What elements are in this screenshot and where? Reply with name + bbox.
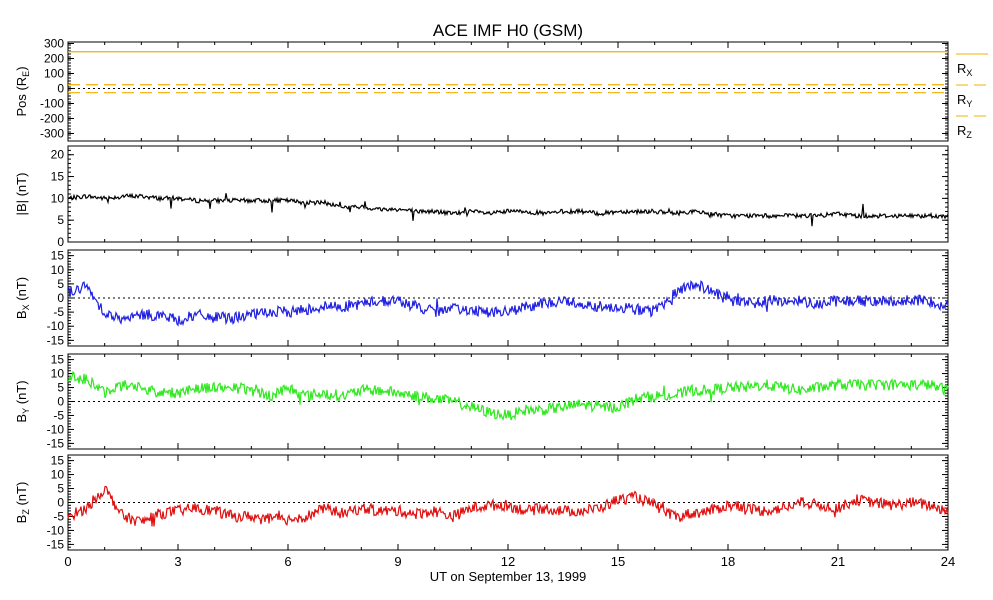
y-tick-label: 300	[44, 37, 64, 51]
y-tick-label: 5	[57, 277, 64, 291]
panel-bmag: 20 15 10 5 0 |B| (nT)	[14, 145, 949, 249]
legend-label: RY	[957, 92, 972, 109]
y-tick-label: 5	[57, 381, 64, 395]
y-tick-label: 100	[44, 67, 64, 81]
y-tick-label: 20	[51, 148, 65, 162]
x-tick-label: 12	[501, 554, 515, 569]
y-tick-label: 15	[51, 170, 65, 184]
y-tick-label: -5	[53, 305, 64, 319]
y-tick-label: 0	[57, 291, 64, 305]
y-axis-label: BY (nT)	[14, 380, 31, 422]
y-tick-label: -10	[47, 319, 65, 333]
y-tick-label: 0	[57, 235, 64, 249]
y-tick-label: 0	[57, 82, 64, 96]
y-axis-label: BZ (nT)	[14, 482, 31, 524]
legend-label: RX	[957, 61, 972, 78]
y-tick-label: 15	[51, 353, 65, 367]
y-tick-label: -10	[47, 422, 65, 436]
series-bx-line	[67, 280, 949, 327]
y-tick-label: 10	[51, 191, 65, 205]
y-tick-label: -15	[47, 436, 65, 450]
y-tick-label: -5	[53, 408, 64, 422]
x-tick-label: 9	[394, 554, 401, 569]
series-by-line	[67, 370, 949, 422]
x-tick-label: 18	[721, 554, 735, 569]
x-tick-label: 21	[831, 554, 845, 569]
x-tick-label: 6	[284, 554, 291, 569]
y-tick-label: 200	[44, 52, 64, 66]
y-tick-label: -15	[47, 333, 65, 347]
panel-frame	[67, 41, 949, 142]
y-tick-label: 15	[51, 454, 65, 468]
x-tick-label: 15	[611, 554, 625, 569]
y-axis-label: Pos (RE)	[14, 66, 31, 116]
panel-frame	[67, 145, 949, 243]
y-tick-label: 10	[51, 367, 65, 381]
y-tick-label: -200	[40, 112, 64, 126]
series-bz-line	[67, 485, 949, 527]
y-tick-label: 5	[57, 213, 64, 227]
y-tick-label: 15	[51, 249, 65, 263]
y-tick-label: 0	[57, 496, 64, 510]
legend-label: RZ	[957, 123, 972, 140]
y-tick-label: -5	[53, 509, 64, 523]
y-tick-label: -15	[47, 537, 65, 551]
x-axis-label: UT on September 13, 1999	[430, 569, 587, 584]
y-axis-label: |B| (nT)	[14, 173, 29, 216]
y-tick-label: -100	[40, 97, 64, 111]
y-tick-label: 5	[57, 482, 64, 496]
y-tick-label: 0	[57, 395, 64, 409]
y-tick-label: 10	[51, 468, 65, 482]
y-tick-label: 10	[51, 263, 65, 277]
y-tick-label: -300	[40, 127, 64, 141]
x-tick-label: 3	[174, 554, 181, 569]
series-bmag-line	[67, 192, 949, 227]
y-axis-label: BX (nT)	[14, 277, 31, 319]
chart-title: ACE IMF H0 (GSM)	[433, 21, 583, 40]
y-tick-label: -10	[47, 523, 65, 537]
x-tick-label: 0	[64, 554, 71, 569]
x-tick-label: 24	[941, 554, 955, 569]
